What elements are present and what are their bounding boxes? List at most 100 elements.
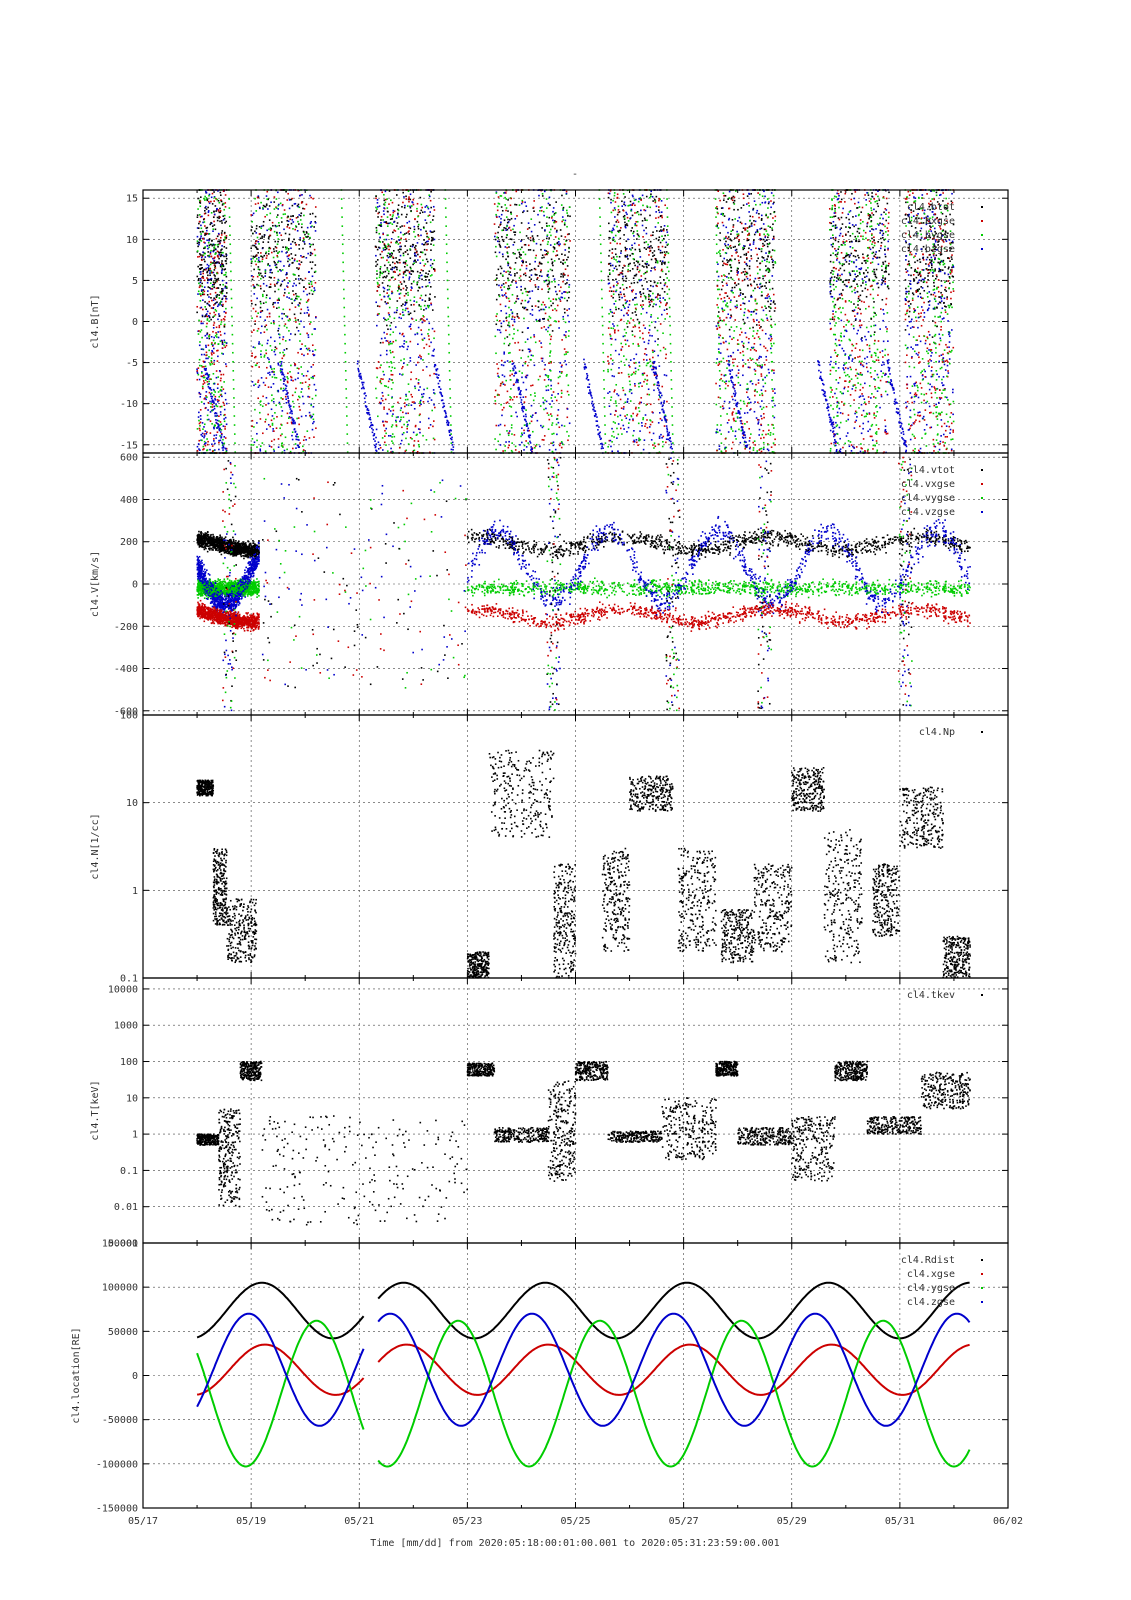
b-point (270, 367, 272, 369)
b-point (423, 401, 425, 403)
b-point (628, 345, 630, 347)
b-point (381, 251, 383, 253)
b-point (313, 414, 315, 416)
b-point (539, 446, 541, 448)
b-point (420, 356, 422, 358)
b-point (430, 303, 432, 305)
b-point (499, 252, 501, 254)
b-point (614, 414, 616, 416)
b-point (252, 276, 254, 278)
b-point (287, 193, 289, 195)
b-point (506, 247, 508, 249)
b-point (392, 413, 394, 415)
b-point (400, 255, 402, 257)
b-point (547, 241, 549, 243)
b-point (260, 285, 262, 287)
b-point (534, 284, 536, 286)
b-point (218, 304, 220, 306)
b-point (636, 439, 638, 441)
b-point (298, 214, 300, 216)
b-point (385, 444, 387, 446)
b-point (380, 378, 382, 380)
b-point (257, 203, 259, 205)
b-point (519, 370, 521, 372)
b-point (628, 265, 630, 267)
b-point (529, 280, 531, 282)
b-point (416, 378, 418, 380)
b-point (426, 249, 428, 251)
b-point (197, 266, 199, 268)
b-point (202, 271, 204, 273)
b-point (309, 437, 311, 439)
b-point (434, 439, 436, 441)
b-point (281, 251, 283, 253)
b-point (656, 230, 658, 232)
b-point (646, 261, 648, 263)
b-point (396, 225, 398, 227)
b-point (388, 435, 390, 437)
b-point (654, 341, 656, 343)
b-point (525, 244, 527, 246)
b-point (504, 361, 506, 363)
b-point (508, 432, 510, 434)
b-point (535, 412, 537, 414)
b-point (403, 196, 405, 198)
b-point (634, 223, 636, 225)
b-point (213, 348, 215, 350)
b-point (382, 257, 384, 259)
b-point (552, 309, 554, 311)
b-point (260, 418, 262, 420)
b-point (501, 206, 503, 208)
b-point (613, 293, 615, 295)
b-point (393, 229, 395, 231)
b-point (197, 214, 199, 216)
b-point (412, 199, 414, 201)
b-point (547, 331, 549, 333)
b-point (220, 194, 222, 196)
b-point (222, 255, 224, 257)
b-point (521, 372, 523, 374)
b-point (200, 205, 202, 207)
b-point (379, 237, 381, 239)
b-point (217, 305, 219, 307)
b-point (299, 302, 301, 304)
b-point (550, 413, 552, 415)
b-point (495, 239, 497, 241)
b-point (566, 193, 568, 195)
b-point (554, 396, 556, 398)
b-point (205, 407, 207, 409)
b-point (211, 278, 213, 280)
b-point (432, 231, 434, 233)
b-point (561, 372, 563, 374)
b-point (197, 256, 199, 258)
b-point (202, 428, 204, 430)
b-point (554, 278, 556, 280)
b-point (417, 362, 419, 364)
b-point (208, 210, 210, 212)
b-point (396, 269, 398, 271)
b-point (392, 232, 394, 234)
b-point (226, 276, 228, 278)
b-point (410, 245, 412, 247)
b-point (642, 265, 644, 267)
b-point (262, 207, 264, 209)
b-point (252, 420, 254, 422)
b-point (311, 290, 313, 292)
b-point (264, 355, 266, 357)
b-point (258, 380, 260, 382)
b-point (220, 237, 222, 239)
b-point (498, 196, 500, 198)
b-point (543, 425, 545, 427)
b-point (304, 436, 306, 438)
b-point (532, 314, 534, 316)
b-point (568, 335, 570, 337)
b-point (264, 326, 266, 328)
b-point (207, 318, 209, 320)
b-point (421, 275, 423, 277)
b-point (520, 286, 522, 288)
b-point (548, 379, 550, 381)
b-point (550, 385, 552, 387)
b-point (418, 379, 420, 381)
b-point (216, 209, 218, 211)
b-point (218, 200, 220, 202)
